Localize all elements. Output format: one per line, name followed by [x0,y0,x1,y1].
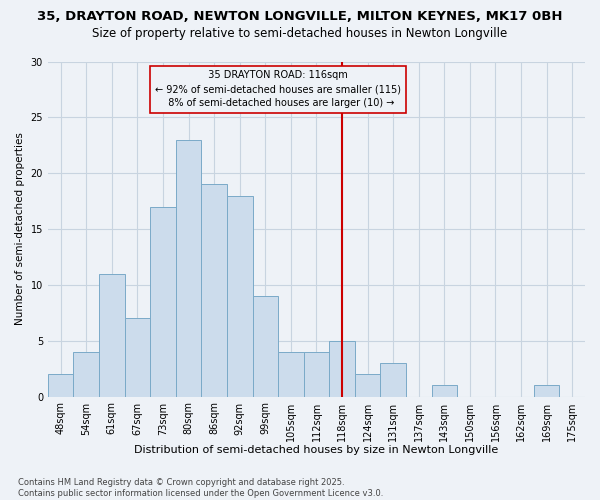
X-axis label: Distribution of semi-detached houses by size in Newton Longville: Distribution of semi-detached houses by … [134,445,499,455]
Text: Contains HM Land Registry data © Crown copyright and database right 2025.
Contai: Contains HM Land Registry data © Crown c… [18,478,383,498]
Bar [73,352,99,397]
Bar [125,318,150,396]
Text: Size of property relative to semi-detached houses in Newton Longville: Size of property relative to semi-detach… [92,28,508,40]
Bar [176,140,202,396]
Bar [329,340,355,396]
Bar [304,352,329,397]
Bar [227,196,253,396]
Bar [150,206,176,396]
Bar [48,374,73,396]
Text: 35 DRAYTON ROAD: 116sqm  
← 92% of semi-detached houses are smaller (115)
  8% o: 35 DRAYTON ROAD: 116sqm ← 92% of semi-de… [155,70,401,108]
Bar [99,274,125,396]
Bar [534,386,559,396]
Y-axis label: Number of semi-detached properties: Number of semi-detached properties [15,132,25,326]
Text: 35, DRAYTON ROAD, NEWTON LONGVILLE, MILTON KEYNES, MK17 0BH: 35, DRAYTON ROAD, NEWTON LONGVILLE, MILT… [37,10,563,23]
Bar [355,374,380,396]
Bar [380,363,406,396]
Bar [278,352,304,397]
Bar [202,184,227,396]
Bar [253,296,278,396]
Bar [431,386,457,396]
